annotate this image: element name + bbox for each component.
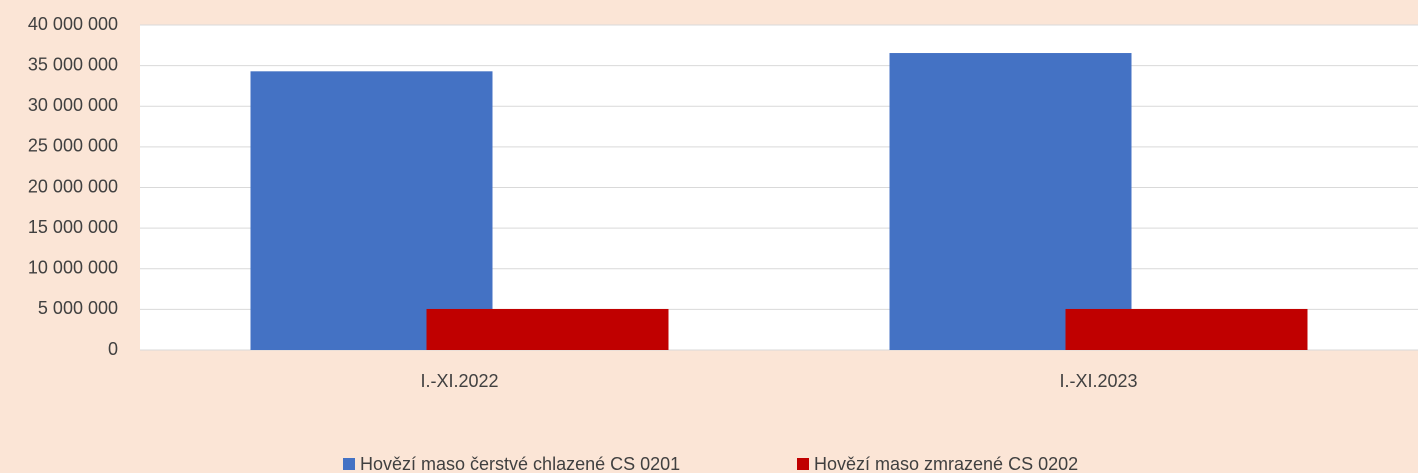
y-tick-label: 30 000 000 bbox=[28, 95, 118, 115]
y-tick-label: 20 000 000 bbox=[28, 176, 118, 196]
y-tick-label: 0 bbox=[108, 339, 118, 359]
y-tick-label: 10 000 000 bbox=[28, 258, 118, 278]
bar bbox=[889, 53, 1132, 350]
legend-swatch bbox=[797, 458, 809, 470]
bar bbox=[426, 308, 669, 350]
x-tick-label: I.-XI.2022 bbox=[420, 371, 498, 391]
y-tick-label: 40 000 000 bbox=[28, 14, 118, 34]
bar bbox=[250, 71, 493, 350]
y-tick-label: 15 000 000 bbox=[28, 217, 118, 237]
legend-swatch bbox=[343, 458, 355, 470]
bar bbox=[1065, 308, 1308, 350]
y-tick-label: 35 000 000 bbox=[28, 54, 118, 74]
y-tick-label: 5 000 000 bbox=[38, 298, 118, 318]
y-tick-label: 25 000 000 bbox=[28, 136, 118, 156]
x-tick-label: I.-XI.2023 bbox=[1059, 371, 1137, 391]
legend-label: Hovězí maso zmrazené CS 0202 bbox=[814, 454, 1078, 473]
legend-label: Hovězí maso čerstvé chlazené CS 0201 bbox=[360, 454, 680, 473]
